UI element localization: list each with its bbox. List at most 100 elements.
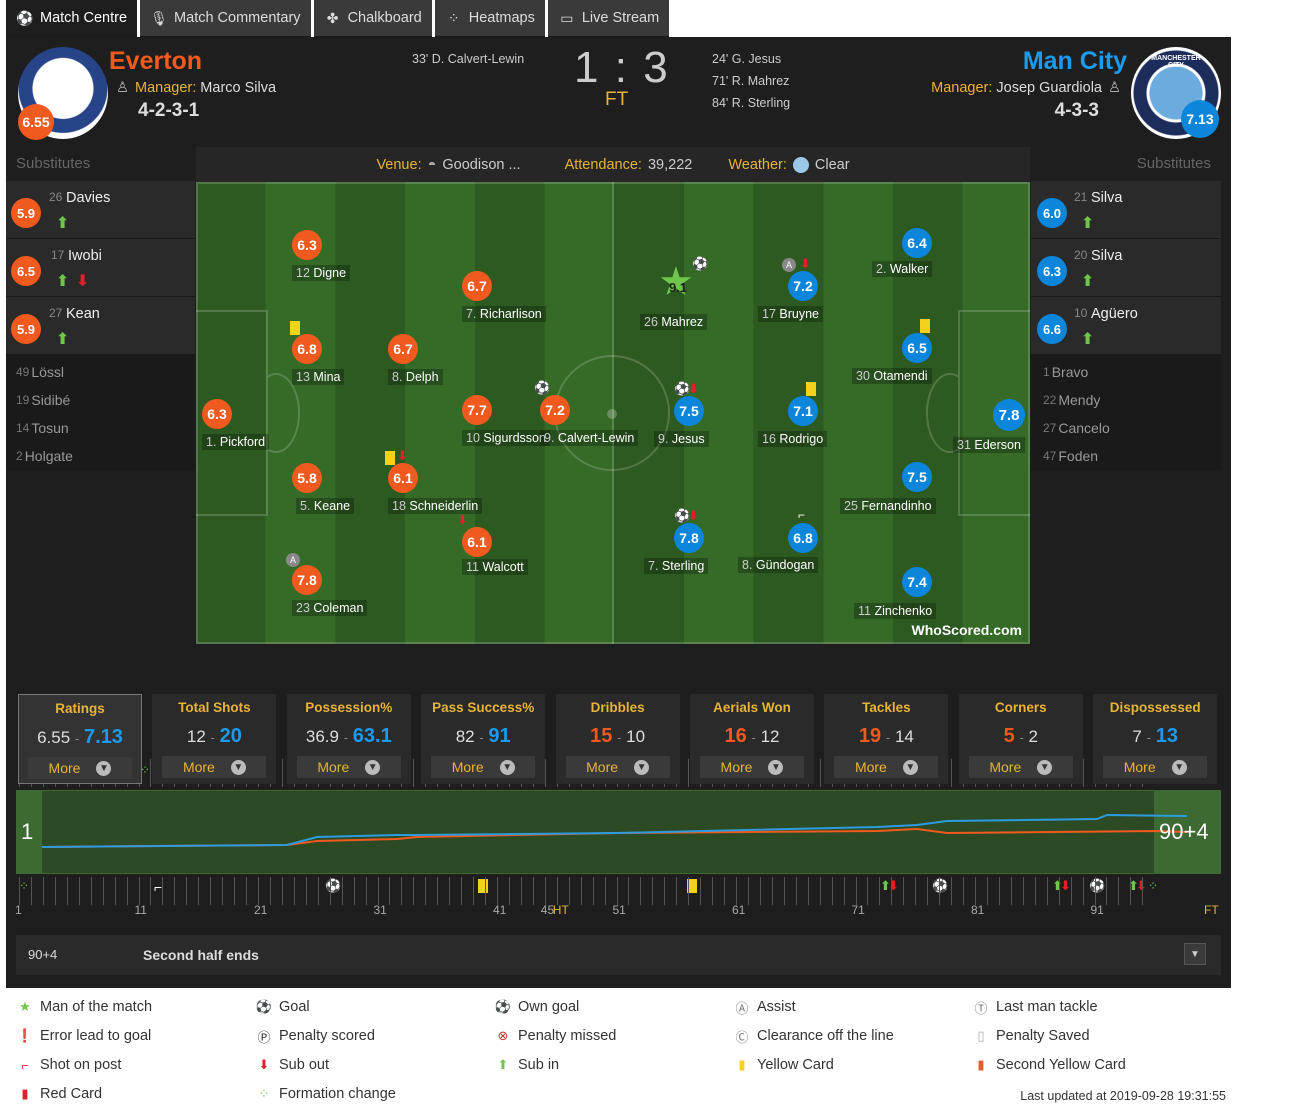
away-bench: 1 Bravo 22 Mendy 27 Cancelo 47 Foden [1031, 355, 1221, 470]
away-sub-row[interactable]: 6.3 20 Silva ⬆ [1031, 239, 1221, 297]
timeline-tick [401, 877, 403, 905]
timeline-tick [520, 877, 522, 905]
timeline-tick [867, 877, 869, 905]
home-team-name[interactable]: Everton [109, 47, 203, 75]
tab-live-stream[interactable]: ▭ Live Stream [547, 0, 670, 37]
timeline-tick [54, 877, 56, 905]
stat-dispossessed[interactable]: Dispossessed 7 - 13 More ▼ [1093, 694, 1218, 784]
timeline-tick [66, 877, 68, 905]
tab-heatmaps[interactable]: ⁘ Heatmaps [434, 0, 545, 37]
home-bench: 49 Lössl 19 Sidibé 14 Tosun 2 Holgate [6, 355, 195, 470]
player-zinchenko[interactable]: 7.4 11 Zinchenko [854, 567, 992, 627]
player-delph[interactable]: 6.7 8. Delph [388, 334, 478, 394]
player-ederson[interactable]: 7.8 31 Ederson [953, 399, 1030, 459]
player-mahrez[interactable]: ★ 9.1 26 Mahrez ⚽ [640, 257, 752, 332]
timeline-tick [413, 877, 415, 905]
stat-pass-success[interactable]: Pass Success% 82 - 91 More ▼ [421, 694, 546, 784]
timeline-tick [425, 877, 427, 905]
player-jesus[interactable]: 7.5 9. Jesus ⚽ ⬇ [654, 382, 764, 456]
player-pickford[interactable]: 6.3 1. Pickford [202, 399, 292, 459]
bench-player[interactable]: 47 Foden [1043, 448, 1099, 464]
goal-icon: ⚽ [674, 508, 691, 523]
timeline-tick [353, 877, 355, 905]
more-button[interactable]: More ▼ [162, 756, 267, 778]
timeline-tick [485, 877, 487, 905]
player-bruyne[interactable]: 7.2 17 Bruyne A ⬇ [758, 257, 878, 331]
player-walker[interactable]: 6.4 2. Walker [872, 228, 992, 288]
home-sub-row[interactable]: 6.5 17 Iwobi ⬆ ⬇ [6, 239, 195, 297]
player-gundogan[interactable]: 6.8 8. Gündogan ⌐ [738, 509, 878, 583]
stat-ratings[interactable]: Ratings 6.55 - 7.13 More ▼ [18, 694, 142, 784]
player-fernandinho[interactable]: 7.5 25 Fernandinho [840, 462, 992, 522]
stat-total-shots[interactable]: Total Shots 12 - 20 More ▼ [152, 694, 277, 784]
timeline-tick [1082, 759, 1084, 787]
player-digne[interactable]: 6.3 12 Digne [292, 230, 382, 290]
bench-player[interactable]: 22 Mendy [1043, 392, 1101, 408]
player-schneiderlin[interactable]: 6.1 18 Schneiderlin ⬇ [385, 449, 483, 523]
more-button[interactable]: More ▼ [565, 756, 670, 778]
own-goal-icon: ⚽ [494, 999, 512, 1014]
more-button[interactable]: More ▼ [28, 757, 132, 779]
sub-in-icon: ⬆ [56, 331, 70, 348]
more-button[interactable]: More ▼ [296, 756, 401, 778]
microphone-icon: 🎙 [150, 10, 168, 26]
half-time-label: HT [552, 903, 569, 917]
player-sigurdsson[interactable]: 7.7 10 Sigurdsson [462, 395, 552, 455]
bench-player[interactable]: 49 Lössl [16, 364, 65, 380]
timeline-tick [437, 877, 439, 905]
away-team-name[interactable]: Man City [1022, 47, 1127, 75]
timeline-tick [592, 877, 594, 905]
player-sterling[interactable]: 7.8 7. Sterling ⚽ ⬇ [644, 509, 764, 583]
tab-match-commentary[interactable]: 🎙 Match Commentary [140, 0, 311, 37]
tab-chalkboard[interactable]: ✤ Chalkboard [313, 0, 432, 37]
stat-title: Total Shots [178, 700, 251, 715]
player-keane[interactable]: 5.8 5. Keane [292, 463, 382, 523]
stat-dribbles[interactable]: Dribbles 15 - 10 More ▼ [555, 694, 680, 784]
timeline-tick [1106, 877, 1108, 905]
stat-possession[interactable]: Possession% 36.9 - 63.1 More ▼ [286, 694, 411, 784]
bench-player[interactable]: 1 Bravo [1043, 364, 1089, 380]
more-button[interactable]: More ▼ [968, 756, 1073, 778]
shot-on-post-icon: ⌐ [798, 508, 806, 522]
bench-player[interactable]: 27 Cancelo [1043, 420, 1110, 436]
away-subs-list: 6.0 21 Silva ⬆ 6.3 20 Silva ⬆ 6.6 10 Agü… [1031, 181, 1221, 470]
timeline-tick [1034, 877, 1036, 905]
more-button[interactable]: More ▼ [700, 756, 804, 778]
chevron-down-icon: ▼ [902, 759, 918, 775]
timeline-tick-label: 41 [493, 903, 507, 917]
more-button[interactable]: More ▼ [1103, 756, 1208, 778]
timeline-tick [819, 877, 821, 905]
goal-icon: ⚽ [534, 380, 551, 395]
timeline-tick [162, 877, 164, 905]
bench-player[interactable]: 2 Holgate [16, 448, 73, 464]
more-button[interactable]: More ▼ [834, 756, 939, 778]
timeline-tick [783, 877, 785, 905]
sub-in-icon: ⬆ [56, 273, 70, 290]
player-rodrigo[interactable]: 7.1 16 Rodrigo [758, 382, 878, 456]
expand-commentary-button[interactable]: ▼ [1184, 943, 1206, 965]
sub-out-icon: ⬇ [1060, 878, 1071, 893]
home-substitutes-title: Substitutes [16, 155, 91, 172]
player-otamendi[interactable]: 6.5 30 Otamendi [852, 319, 992, 393]
away-sub-row[interactable]: 6.0 21 Silva ⬆ [1031, 181, 1221, 239]
home-sub-row[interactable]: 5.9 27 Kean ⬆ [6, 297, 195, 355]
player-richarlison[interactable]: 6.7 7. Richarlison [462, 271, 552, 331]
home-sub-row[interactable]: 5.9 26 Davies ⬆ [6, 181, 195, 239]
player-mina[interactable]: 6.8 13 Mina [290, 321, 382, 394]
player-calvert-lewin[interactable]: 7.2 9. Calvert-Lewin ⚽ [534, 381, 639, 455]
away-sub-row[interactable]: 6.6 10 Agüero ⬆ [1031, 297, 1221, 355]
bench-player[interactable]: 19 Sidibé [16, 392, 71, 408]
stat-corners[interactable]: Corners 5 - 2 More ▼ [958, 694, 1083, 784]
more-button[interactable]: More ▼ [431, 756, 536, 778]
timeline-tick [329, 877, 331, 905]
tab-match-centre[interactable]: ⚽ Match Centre [6, 0, 138, 37]
player-walcott[interactable]: 6.1 11 Walcott ⬇ [457, 513, 552, 587]
home-subs-list: 5.9 26 Davies ⬆ 6.5 17 Iwobi ⬆ ⬇ 5.9 27 … [6, 181, 195, 470]
stat-tackles[interactable]: Tackles 19 - 14 More ▼ [824, 694, 949, 784]
bench-player[interactable]: 14 Tosun [16, 420, 69, 436]
latest-commentary[interactable]: 90+4 Second half ends ▼ [16, 935, 1221, 975]
timeline-tick [1070, 877, 1072, 905]
stat-aerials-won[interactable]: Aerials Won 16 - 12 More ▼ [690, 694, 814, 784]
timeline-tick [317, 877, 319, 905]
player-coleman[interactable]: 7.8 23 Coleman A [286, 553, 382, 625]
